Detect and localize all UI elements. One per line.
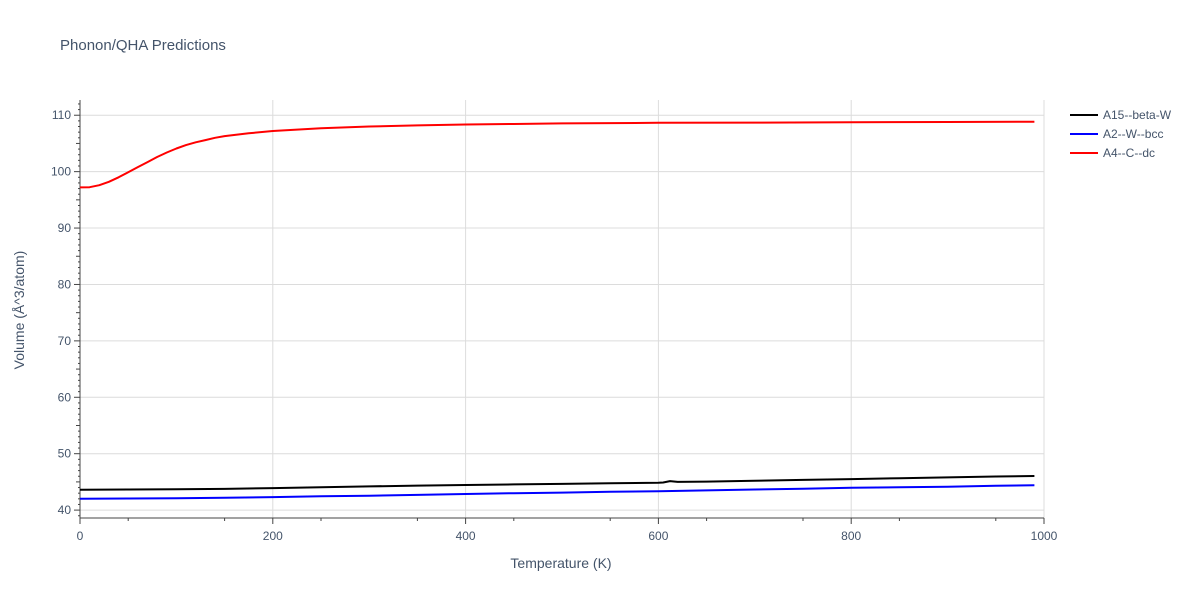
series-line[interactable] — [79, 484, 1035, 500]
y-tick-label: 80 — [58, 277, 72, 291]
y-tick-label: 40 — [58, 503, 72, 517]
x-tick-label: 600 — [648, 529, 668, 543]
x-tick-label: 800 — [841, 529, 861, 543]
chart-title: Phonon/QHA Predictions — [60, 37, 226, 54]
x-tick-label: 0 — [77, 529, 84, 543]
y-tick-label: 70 — [58, 334, 72, 348]
y-tick-label: 50 — [58, 447, 72, 461]
y-axis-title: Volume (Å^3/atom) — [11, 251, 27, 370]
x-axis-title: Temperature (K) — [510, 555, 611, 571]
x-tick-label: 200 — [263, 529, 283, 543]
legend-label[interactable]: A4--C--dc — [1103, 146, 1155, 160]
y-tick-label: 110 — [52, 108, 71, 122]
y-tick-label: 100 — [51, 165, 71, 179]
legend[interactable]: A15--beta-W A2--W--bcc A4--C--dc — [1070, 108, 1172, 160]
grid — [80, 100, 1045, 518]
x-tick-label: 400 — [456, 529, 476, 543]
axes: 0 200 400 600 800 1000 40 50 60 70 80 90 100 110 — [51, 100, 1058, 543]
series-line[interactable] — [79, 475, 1035, 491]
series-lines — [79, 120, 1035, 500]
series-line[interactable] — [79, 120, 1035, 189]
y-tick-label: 90 — [58, 221, 72, 235]
legend-label[interactable]: A15--beta-W — [1103, 108, 1172, 122]
x-tick-label: 1000 — [1031, 529, 1058, 543]
y-tick-label: 60 — [58, 390, 72, 404]
legend-label[interactable]: A2--W--bcc — [1103, 127, 1163, 141]
